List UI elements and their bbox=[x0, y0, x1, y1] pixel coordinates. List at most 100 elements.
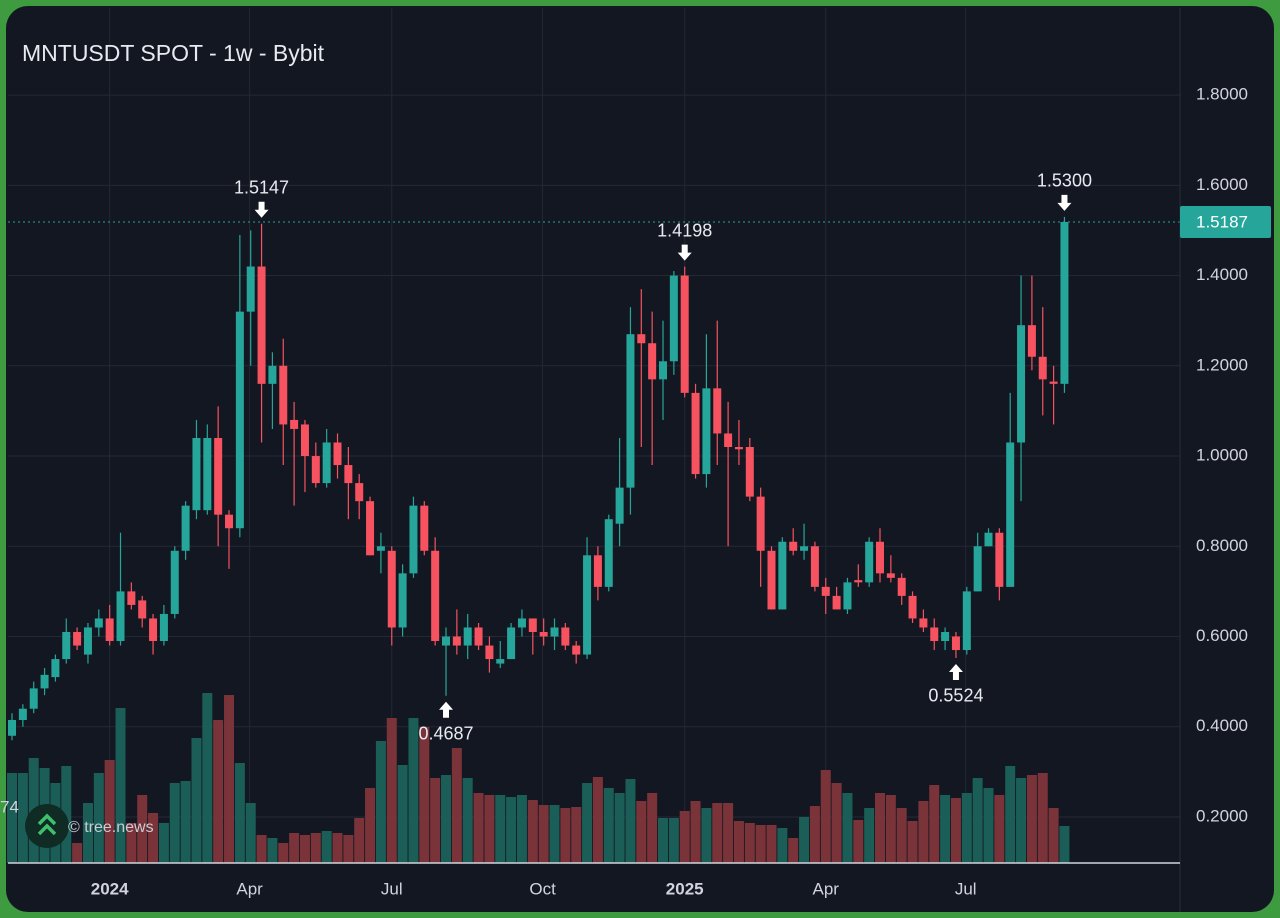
candle-body bbox=[1060, 221, 1069, 384]
annotation-arrow bbox=[677, 244, 692, 261]
volume-bar bbox=[712, 803, 723, 863]
candle-body bbox=[268, 365, 277, 384]
annotation-arrow bbox=[254, 201, 269, 218]
candle-body bbox=[734, 447, 743, 450]
x-tick-label: 2025 bbox=[666, 879, 704, 898]
volume-bar bbox=[744, 823, 755, 863]
candle-body bbox=[1006, 442, 1015, 587]
candle-body bbox=[648, 343, 657, 380]
candle-body bbox=[517, 618, 526, 628]
annotation-label: 1.5300 bbox=[1037, 171, 1092, 191]
volume-bar bbox=[723, 803, 734, 863]
candle-body bbox=[474, 627, 483, 646]
candle-body bbox=[127, 591, 136, 605]
volume-bar bbox=[1037, 773, 1048, 863]
volume-bar bbox=[169, 783, 180, 863]
volume-bar bbox=[115, 708, 126, 863]
volume-bar bbox=[875, 793, 886, 863]
volume-bar bbox=[245, 803, 256, 863]
candle-body bbox=[680, 275, 689, 393]
candle-body bbox=[94, 618, 103, 628]
candle-body bbox=[637, 334, 646, 344]
candle-body bbox=[83, 627, 92, 655]
candle-body bbox=[908, 595, 917, 619]
volume-bar bbox=[430, 778, 441, 863]
candle-body bbox=[669, 275, 678, 362]
volume-bar bbox=[365, 788, 376, 863]
candle-body bbox=[886, 573, 895, 578]
volume-bar bbox=[332, 833, 343, 863]
candle-body bbox=[235, 311, 244, 529]
volume-bar bbox=[299, 835, 310, 863]
candle-body bbox=[930, 627, 939, 642]
candle-body bbox=[865, 541, 874, 583]
overlay: 1.5147 0.4687 1.4198 0.5524 1.5300 bbox=[8, 171, 1180, 743]
candle-body bbox=[1017, 325, 1026, 443]
volume-bar bbox=[82, 803, 93, 863]
volume-bar bbox=[658, 818, 669, 863]
volume-bar bbox=[647, 793, 658, 863]
volume-bar bbox=[343, 835, 354, 863]
volume-bar bbox=[17, 773, 28, 863]
volume-bar bbox=[799, 817, 810, 863]
candle-body bbox=[8, 719, 17, 736]
y-tick-label: 0.4000 bbox=[1196, 716, 1248, 735]
candle-body bbox=[40, 674, 49, 689]
volume-bar bbox=[929, 785, 940, 863]
volume-bar bbox=[93, 773, 104, 863]
candle-body bbox=[550, 627, 559, 637]
candle-body bbox=[192, 437, 201, 511]
annotation-arrow bbox=[948, 663, 963, 680]
annotation-arrow bbox=[439, 701, 454, 718]
annotation-label: 0.5524 bbox=[928, 686, 983, 706]
candle-body bbox=[366, 501, 375, 556]
candle-body bbox=[214, 437, 223, 515]
volume-bar bbox=[441, 775, 452, 863]
candle-body bbox=[593, 555, 602, 587]
candle-body bbox=[420, 505, 429, 551]
chart-title: MNTUSDT SPOT - 1w - Bybit bbox=[22, 40, 325, 66]
candle-body bbox=[73, 631, 82, 646]
candle-body bbox=[159, 613, 168, 642]
candle-body bbox=[355, 483, 364, 502]
volume-bar bbox=[1016, 778, 1027, 863]
candle-body bbox=[279, 365, 288, 425]
candle-body bbox=[170, 550, 179, 614]
volume-bar bbox=[885, 795, 896, 863]
last-price-label: 1.5187 bbox=[1196, 212, 1248, 231]
volume-bar bbox=[842, 793, 853, 863]
volume-bar bbox=[603, 788, 614, 863]
candle-body bbox=[442, 636, 451, 646]
volume-bar bbox=[560, 808, 571, 863]
x-tick-label: Apr bbox=[236, 879, 263, 898]
candle-body bbox=[604, 519, 613, 587]
volume-bar bbox=[679, 811, 690, 863]
volume-bar bbox=[234, 763, 245, 863]
y-tick-label: 0.6000 bbox=[1196, 626, 1248, 645]
candle-body bbox=[507, 627, 516, 660]
candle-body bbox=[333, 442, 342, 466]
y-tick-label: 1.8000 bbox=[1196, 85, 1248, 104]
candle-body bbox=[897, 577, 906, 596]
candle-body bbox=[431, 550, 440, 642]
candle-body bbox=[789, 541, 798, 551]
candle-body bbox=[300, 424, 309, 457]
volume-bar bbox=[310, 833, 321, 863]
candle-body bbox=[496, 659, 505, 664]
candle-body bbox=[615, 487, 624, 524]
candle-body bbox=[962, 591, 971, 651]
y-tick-label: 1.4000 bbox=[1196, 265, 1248, 284]
volume-bar bbox=[668, 818, 679, 863]
candle-body bbox=[463, 627, 472, 646]
volume-bar bbox=[289, 833, 300, 863]
volume-bar bbox=[582, 783, 593, 863]
candle-body bbox=[702, 388, 711, 475]
volume-bar bbox=[202, 693, 213, 863]
volume-bar bbox=[809, 806, 820, 863]
x-tick-label: Oct bbox=[529, 879, 556, 898]
volume-bar bbox=[907, 821, 918, 863]
candle-body bbox=[138, 600, 147, 619]
volume-bar bbox=[191, 738, 202, 863]
volume-bar bbox=[321, 831, 332, 863]
